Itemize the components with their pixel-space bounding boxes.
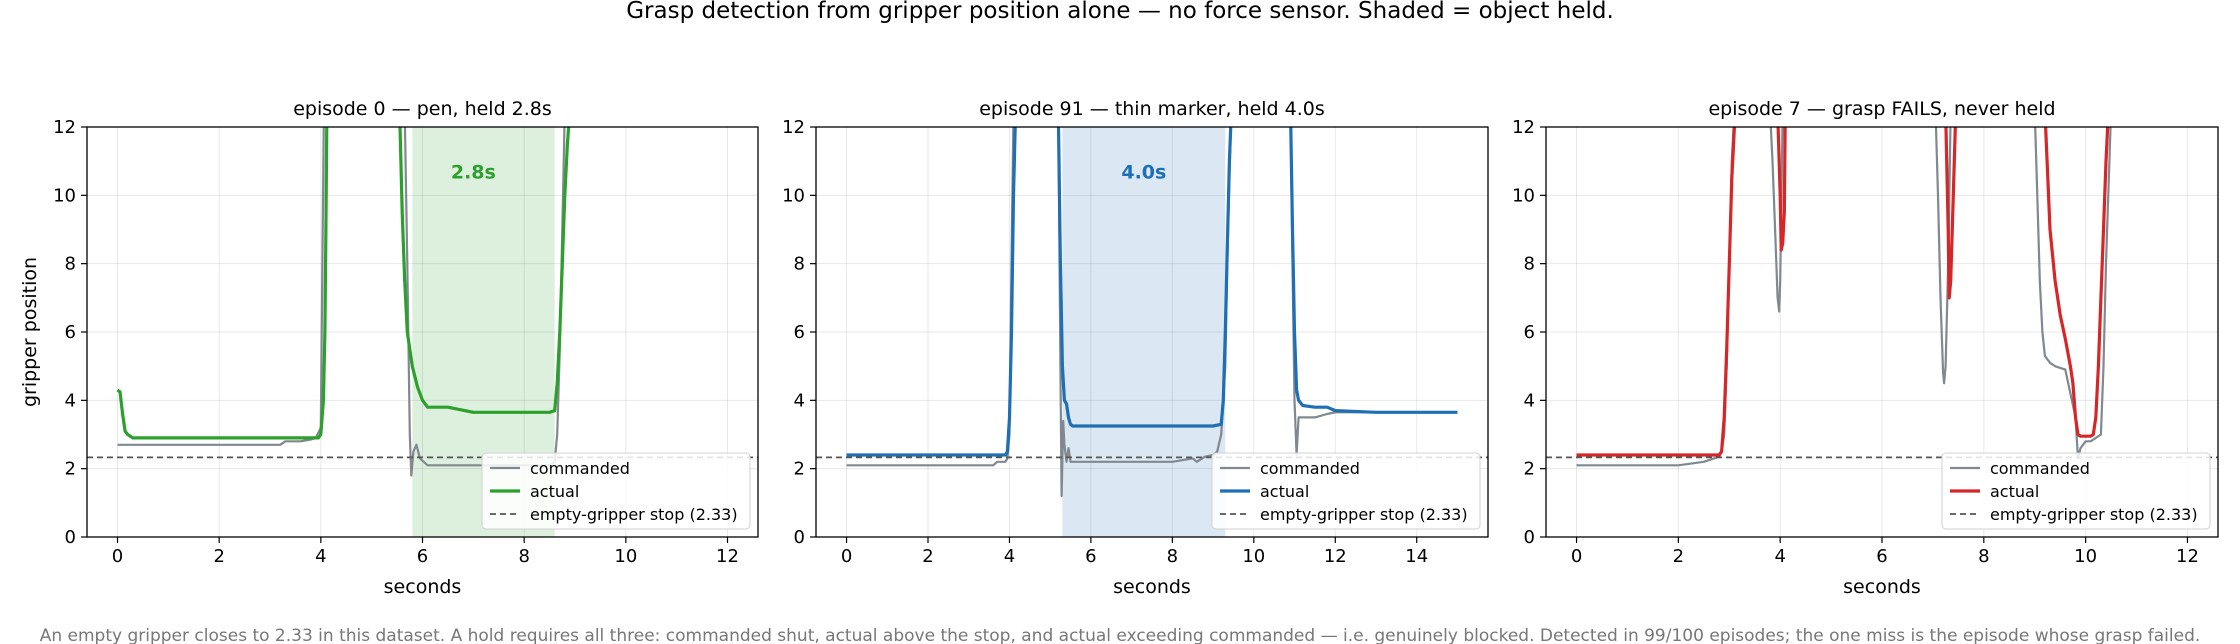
y-axis-label: gripper position bbox=[19, 257, 41, 407]
chart-title: episode 0 — pen, held 2.8s bbox=[293, 98, 552, 120]
x-tick-label: 4 bbox=[1774, 546, 1785, 567]
y-tick-label: 2 bbox=[65, 459, 76, 480]
legend-label: commanded bbox=[530, 459, 630, 478]
y-tick-label: 4 bbox=[65, 390, 76, 411]
chart-panel-2: 0 2 4 6 8 10 12 0 2 4 6 8 10 12 episode 7 — grasp FAIL… bbox=[1512, 98, 2219, 598]
series-line-commanded bbox=[846, 127, 1458, 498]
legend-label: commanded bbox=[1990, 459, 2090, 478]
x-axis-label: seconds bbox=[1843, 576, 1921, 598]
x-tick-label: 4 bbox=[1004, 546, 1015, 567]
legend-box bbox=[1211, 452, 1481, 530]
legend: commanded actual empty-gripper stop (2.33) bbox=[1941, 452, 2211, 530]
y-tick-label: 2 bbox=[1524, 459, 1535, 480]
y-tick-label: 12 bbox=[782, 117, 805, 138]
legend: commanded actual empty-gripper stop (2.33) bbox=[481, 452, 751, 530]
series-line-actual bbox=[116, 127, 571, 440]
x-tick-label: 10 bbox=[1242, 546, 1265, 567]
y-tick-label: 8 bbox=[1524, 254, 1535, 275]
figure-caption: An empty gripper closes to 2.33 in this … bbox=[40, 626, 2201, 644]
y-tick-label: 10 bbox=[1512, 185, 1535, 206]
chart-panel-1: 4.0s 0 2 4 6 8 10 12 14 0 2 4 6 8 10 12 episode 91 — thi… bbox=[782, 98, 1489, 598]
x-tick-label: 10 bbox=[614, 546, 637, 567]
y-tick-label: 10 bbox=[782, 185, 805, 206]
y-tick-label: 8 bbox=[794, 254, 805, 275]
legend-label: empty-gripper stop (2.33) bbox=[1990, 505, 2198, 524]
legend-label: actual bbox=[1990, 482, 2039, 501]
y-tick-label: 8 bbox=[65, 254, 76, 275]
y-tick-label: 12 bbox=[1512, 117, 1535, 138]
x-tick-label: 2 bbox=[213, 546, 224, 567]
chart-title: episode 91 — thin marker, held 4.0s bbox=[979, 98, 1325, 120]
chart-title: episode 7 — grasp FAILS, never held bbox=[1708, 98, 2055, 120]
y-tick-label: 2 bbox=[794, 459, 805, 480]
y-tick-label: 0 bbox=[1524, 527, 1535, 548]
y-tick-label: 4 bbox=[1524, 390, 1535, 411]
x-tick-label: 0 bbox=[841, 546, 852, 567]
x-tick-label: 8 bbox=[1978, 546, 1989, 567]
y-tick-label: 0 bbox=[794, 527, 805, 548]
x-tick-label: 6 bbox=[1876, 546, 1887, 567]
y-tick-label: 0 bbox=[65, 527, 76, 548]
x-tick-label: 8 bbox=[518, 546, 529, 567]
y-tick-label: 6 bbox=[794, 322, 805, 343]
y-tick-label: 12 bbox=[53, 117, 76, 138]
legend-box bbox=[481, 452, 751, 530]
x-tick-label: 2 bbox=[922, 546, 933, 567]
x-axis-label: seconds bbox=[384, 576, 462, 598]
x-tick-label: 4 bbox=[315, 546, 326, 567]
legend-label: empty-gripper stop (2.33) bbox=[530, 505, 738, 524]
held-duration-label: 2.8s bbox=[451, 161, 496, 183]
legend-label: actual bbox=[1260, 482, 1309, 501]
x-tick-label: 8 bbox=[1167, 546, 1178, 567]
legend-label: actual bbox=[530, 482, 579, 501]
x-tick-label: 2 bbox=[1673, 546, 1684, 567]
x-tick-label: 12 bbox=[716, 546, 739, 567]
legend-label: empty-gripper stop (2.33) bbox=[1260, 505, 1468, 524]
x-tick-label: 14 bbox=[1405, 546, 1428, 567]
x-tick-label: 6 bbox=[417, 546, 428, 567]
y-tick-label: 6 bbox=[1524, 322, 1535, 343]
x-tick-label: 12 bbox=[1324, 546, 1347, 567]
x-axis-label: seconds bbox=[1113, 576, 1191, 598]
chart-panel-0: 2.8s 0 2 4 6 8 10 12 0 2 4 6 8 10 12 episode 0 — pen, h… bbox=[19, 98, 759, 598]
legend-box bbox=[1941, 452, 2211, 530]
x-tick-label: 12 bbox=[2176, 546, 2199, 567]
held-duration-label: 4.0s bbox=[1121, 161, 1166, 183]
x-tick-label: 6 bbox=[1085, 546, 1096, 567]
y-tick-label: 10 bbox=[53, 185, 76, 206]
x-tick-label: 0 bbox=[1571, 546, 1582, 567]
series-line-actual bbox=[846, 127, 1458, 457]
legend-label: commanded bbox=[1260, 459, 1360, 478]
figure-suptitle: Grasp detection from gripper position al… bbox=[626, 0, 1614, 24]
x-tick-label: 0 bbox=[112, 546, 123, 567]
series-line-actual bbox=[1576, 127, 2110, 457]
held-region bbox=[1062, 127, 1226, 537]
y-tick-label: 4 bbox=[794, 390, 805, 411]
x-tick-label: 10 bbox=[2074, 546, 2097, 567]
legend: commanded actual empty-gripper stop (2.33) bbox=[1211, 452, 1481, 530]
y-tick-label: 6 bbox=[65, 322, 76, 343]
